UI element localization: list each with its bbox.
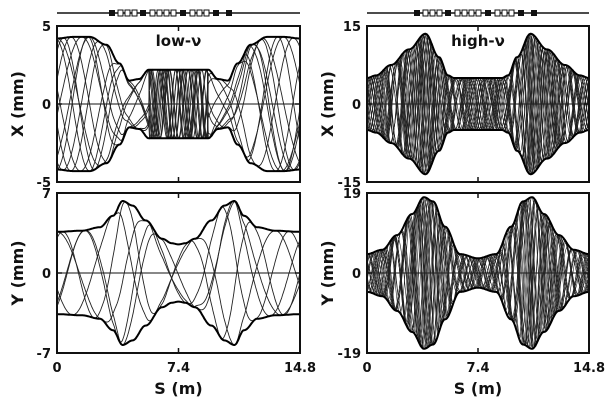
panel-top-right: 15 0 -15 X (mm) high-ν — [318, 20, 590, 191]
y-tick-label: 7 — [42, 187, 51, 202]
trajectory-line — [367, 200, 589, 349]
trajectory-line — [57, 206, 300, 343]
y-tick-label: 0 — [42, 98, 51, 113]
envelope-lower — [367, 286, 589, 350]
envelope-upper — [57, 200, 300, 246]
y-tick-label: 19 — [343, 187, 361, 202]
trajectory-line — [57, 201, 300, 340]
panel-title: high-ν — [451, 32, 505, 50]
envelope-upper — [367, 32, 589, 79]
panel-bottom-left: 70-70 7.4 14.8Y (mm)S (m) — [8, 187, 316, 398]
y-tick-label: 0 — [42, 267, 51, 282]
trajectory-line — [57, 44, 300, 172]
trajectory-line — [367, 34, 589, 165]
trajectory-line — [367, 33, 589, 162]
x-tick-label: 14.8 — [284, 361, 316, 376]
trajectory-line — [367, 197, 589, 346]
y-tick-label: 0 — [352, 98, 361, 113]
y-tick-label: -5 — [37, 176, 51, 191]
plot-area — [367, 32, 589, 176]
trajectory-line — [367, 33, 589, 175]
trajectory-line — [367, 200, 589, 345]
trajectory-line — [57, 212, 300, 346]
panel-title: low-ν — [156, 32, 202, 50]
panel-top-left: 5 0 -5 X (mm) low-ν — [8, 20, 301, 191]
trajectory-line — [367, 200, 589, 348]
y-tick-label: -15 — [338, 176, 362, 191]
y-axis-label: Y (mm) — [8, 240, 27, 306]
lattice-diagram-left — [57, 9, 300, 17]
y-axis-label: X (mm) — [318, 71, 337, 137]
plot-area — [57, 35, 300, 173]
envelope-lower — [57, 126, 300, 173]
x-tick-label: 14.8 — [573, 361, 605, 376]
envelope-lower — [367, 129, 589, 176]
envelope-upper — [367, 196, 589, 260]
trajectory-line — [367, 35, 589, 172]
trajectory-line — [367, 33, 589, 175]
y-axis-label: Y (mm) — [318, 240, 337, 306]
x-axis-label: S (m) — [454, 379, 502, 398]
y-tick-label: 0 — [352, 267, 361, 282]
y-axis-label: X (mm) — [8, 71, 27, 137]
panel-bottom-right: 190-190 7.4 14.8Y (mm)S (m) — [318, 187, 605, 398]
y-tick-label: -7 — [37, 347, 51, 362]
trajectory-line — [367, 199, 589, 347]
trajectory-line — [367, 36, 589, 169]
trajectory-line — [57, 41, 300, 172]
y-tick-label: -19 — [338, 347, 362, 362]
x-axis-label: S (m) — [154, 379, 202, 398]
x-tick-label: 7.4 — [167, 361, 190, 376]
lattice-diagram-right — [367, 9, 589, 17]
trajectory-line — [57, 200, 300, 346]
x-tick-label: 0 — [52, 361, 61, 376]
trajectory-line — [57, 36, 300, 167]
plot-area — [57, 200, 300, 346]
trajectory-line — [57, 37, 300, 172]
envelope-lower — [57, 300, 300, 346]
plot-area — [367, 196, 589, 350]
envelope-upper — [57, 35, 300, 82]
trajectory-line — [367, 198, 589, 350]
y-tick-label: 15 — [343, 20, 361, 35]
y-tick-label: 5 — [42, 20, 51, 35]
x-tick-label: 0 — [362, 361, 371, 376]
x-tick-label: 7.4 — [466, 361, 489, 376]
